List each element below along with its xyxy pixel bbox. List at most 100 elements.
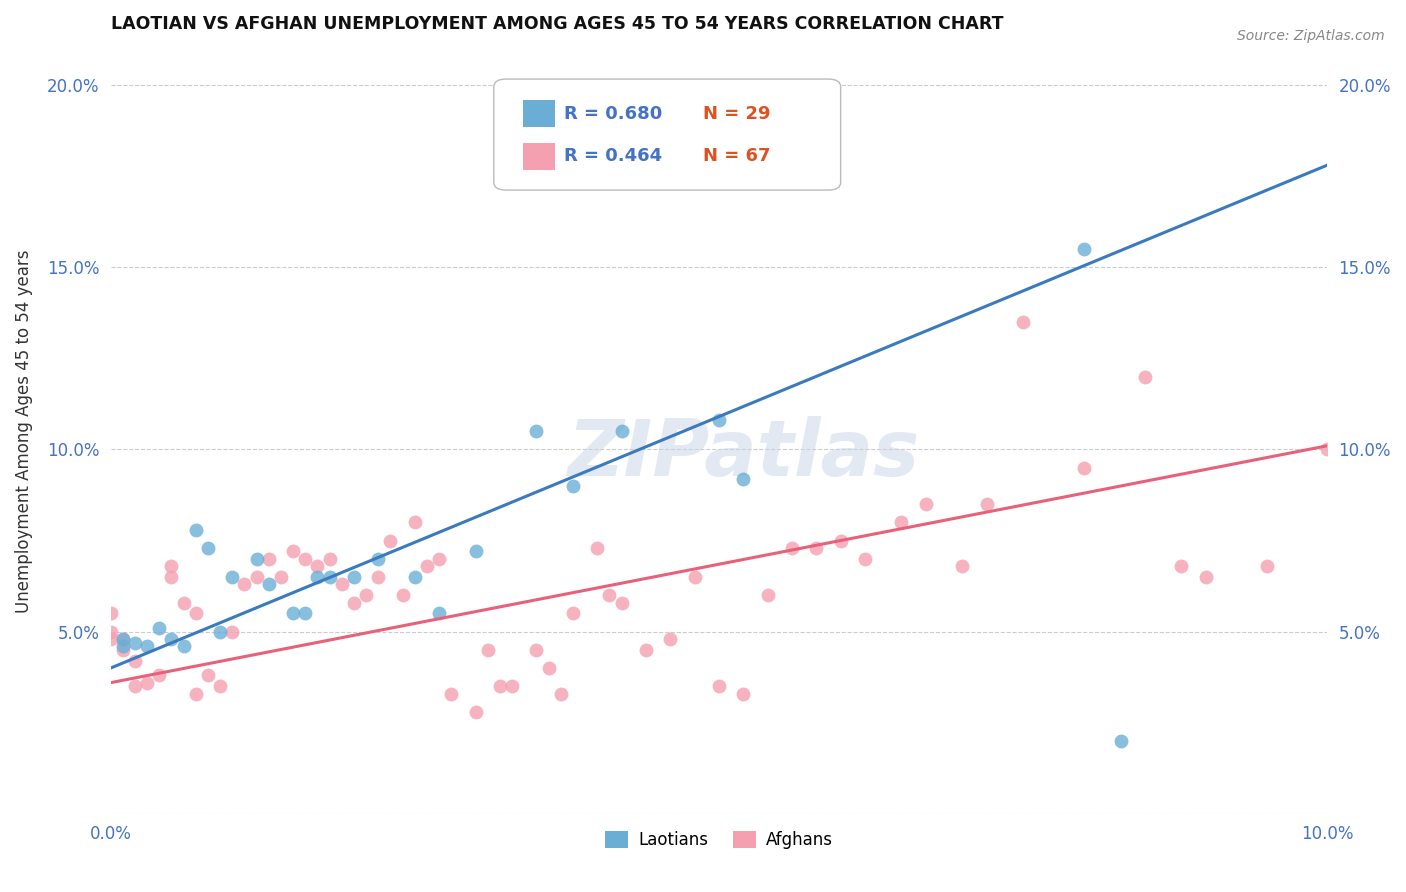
Point: [343, 595, 366, 609]
Point: [270, 570, 292, 584]
Point: [354, 588, 377, 602]
Point: [257, 551, 280, 566]
Point: [586, 541, 609, 555]
Point: [160, 559, 183, 574]
Point: [124, 679, 146, 693]
Legend: Laotians, Afghans: Laotians, Afghans: [598, 824, 839, 855]
Point: [160, 632, 183, 646]
Point: [208, 624, 231, 639]
Point: [281, 544, 304, 558]
Point: [610, 595, 633, 609]
Point: [890, 516, 912, 530]
Point: [343, 570, 366, 584]
Point: [367, 551, 389, 566]
Point: [707, 413, 730, 427]
Point: [318, 551, 340, 566]
Point: [976, 497, 998, 511]
Point: [853, 551, 876, 566]
Point: [830, 533, 852, 548]
Point: [610, 424, 633, 438]
Point: [537, 661, 560, 675]
Point: [307, 559, 329, 574]
Point: [733, 687, 755, 701]
Point: [1073, 242, 1095, 256]
Text: ZIPatlas: ZIPatlas: [567, 417, 920, 492]
Point: [100, 624, 122, 639]
Point: [281, 607, 304, 621]
FancyBboxPatch shape: [494, 79, 841, 190]
Point: [233, 577, 256, 591]
Point: [756, 588, 779, 602]
Point: [526, 643, 548, 657]
Point: [111, 632, 134, 646]
Point: [733, 472, 755, 486]
Point: [100, 632, 122, 646]
Point: [294, 607, 316, 621]
Point: [245, 570, 267, 584]
Point: [659, 632, 682, 646]
Point: [184, 523, 207, 537]
Point: [561, 607, 583, 621]
Point: [464, 544, 486, 558]
Text: N = 67: N = 67: [703, 147, 770, 165]
Point: [806, 541, 828, 555]
Point: [683, 570, 706, 584]
Point: [221, 624, 243, 639]
Point: [464, 705, 486, 719]
Point: [391, 588, 413, 602]
Point: [124, 654, 146, 668]
Point: [1195, 570, 1218, 584]
Point: [416, 559, 439, 574]
Point: [780, 541, 803, 555]
Point: [148, 621, 170, 635]
Point: [1073, 460, 1095, 475]
Point: [1109, 734, 1132, 748]
Point: [367, 570, 389, 584]
Point: [160, 570, 183, 584]
Point: [1256, 559, 1278, 574]
Point: [440, 687, 463, 701]
Point: [1170, 559, 1192, 574]
Point: [197, 668, 219, 682]
Point: [208, 679, 231, 693]
Point: [221, 570, 243, 584]
Point: [124, 635, 146, 649]
Point: [184, 687, 207, 701]
Point: [561, 479, 583, 493]
FancyBboxPatch shape: [523, 100, 554, 128]
FancyBboxPatch shape: [523, 143, 554, 170]
Point: [950, 559, 973, 574]
Text: LAOTIAN VS AFGHAN UNEMPLOYMENT AMONG AGES 45 TO 54 YEARS CORRELATION CHART: LAOTIAN VS AFGHAN UNEMPLOYMENT AMONG AGE…: [111, 15, 1002, 33]
Point: [380, 533, 402, 548]
Point: [1316, 442, 1339, 457]
Point: [330, 577, 353, 591]
Point: [245, 551, 267, 566]
Point: [111, 643, 134, 657]
Point: [173, 639, 195, 653]
Point: [148, 668, 170, 682]
Point: [404, 570, 426, 584]
Point: [501, 679, 523, 693]
Point: [307, 570, 329, 584]
Point: [427, 607, 450, 621]
Point: [477, 643, 499, 657]
Point: [634, 643, 657, 657]
Text: Source: ZipAtlas.com: Source: ZipAtlas.com: [1237, 29, 1385, 44]
Point: [100, 607, 122, 621]
Point: [184, 607, 207, 621]
Point: [1133, 369, 1156, 384]
Y-axis label: Unemployment Among Ages 45 to 54 years: Unemployment Among Ages 45 to 54 years: [15, 250, 32, 613]
Text: R = 0.680: R = 0.680: [564, 104, 662, 122]
Point: [707, 679, 730, 693]
Point: [427, 551, 450, 566]
Point: [173, 595, 195, 609]
Point: [294, 551, 316, 566]
Point: [1012, 315, 1035, 329]
Point: [318, 570, 340, 584]
Text: N = 29: N = 29: [703, 104, 770, 122]
Point: [257, 577, 280, 591]
Point: [111, 632, 134, 646]
Point: [111, 639, 134, 653]
Point: [197, 541, 219, 555]
Point: [404, 516, 426, 530]
